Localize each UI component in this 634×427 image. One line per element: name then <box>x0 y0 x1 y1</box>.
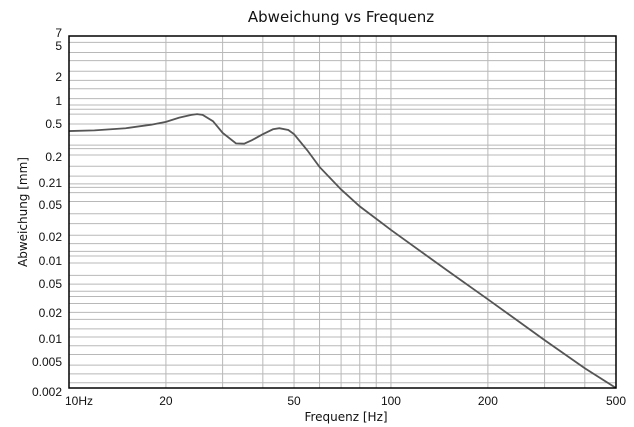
y-tick-label: 0.02 <box>39 306 63 320</box>
x-tick-label: 100 <box>381 394 401 408</box>
x-tick-label: 200 <box>478 394 498 408</box>
y-tick-label: 7 <box>55 26 62 40</box>
y-axis-label: Abweichung [mm] <box>16 157 30 267</box>
x-tick-labels: 10Hz 20 50 100 200 500 <box>65 394 626 408</box>
y-tick-label: 0.21 <box>39 176 63 190</box>
y-tick-label: 0.2 <box>45 150 62 164</box>
series-line-group <box>68 113 617 389</box>
y-tick-label: 0.01 <box>39 332 63 346</box>
grid <box>69 36 616 388</box>
series-line <box>68 113 617 389</box>
x-tick-label: 10Hz <box>65 394 93 408</box>
y-tick-label: 0.002 <box>32 385 62 399</box>
x-tick-label: 500 <box>606 394 626 408</box>
x-axis-label: Frequenz [Hz] <box>304 410 387 424</box>
plot-frame <box>68 35 617 389</box>
chart-title: Abweichung vs Frequenz <box>248 8 434 26</box>
y-tick-label: 5 <box>55 39 62 53</box>
y-tick-labels: 75 2 1 0.5 0.2 0.21 0.05 0.02 0.01 0.05 0.02 0.01 0.… <box>32 26 62 399</box>
y-tick-label: 0.05 <box>39 277 63 291</box>
y-tick-label: 0.01 <box>39 254 63 268</box>
x-tick-label: 20 <box>159 394 173 408</box>
x-tick-label: 50 <box>287 394 301 408</box>
y-tick-label: 0.02 <box>39 230 63 244</box>
y-tick-label: 0.5 <box>45 117 62 131</box>
y-tick-label: 2 <box>55 70 62 84</box>
y-tick-label: 0.005 <box>32 355 62 369</box>
y-tick-label: 1 <box>55 94 62 108</box>
y-tick-label: 0.05 <box>39 198 63 212</box>
